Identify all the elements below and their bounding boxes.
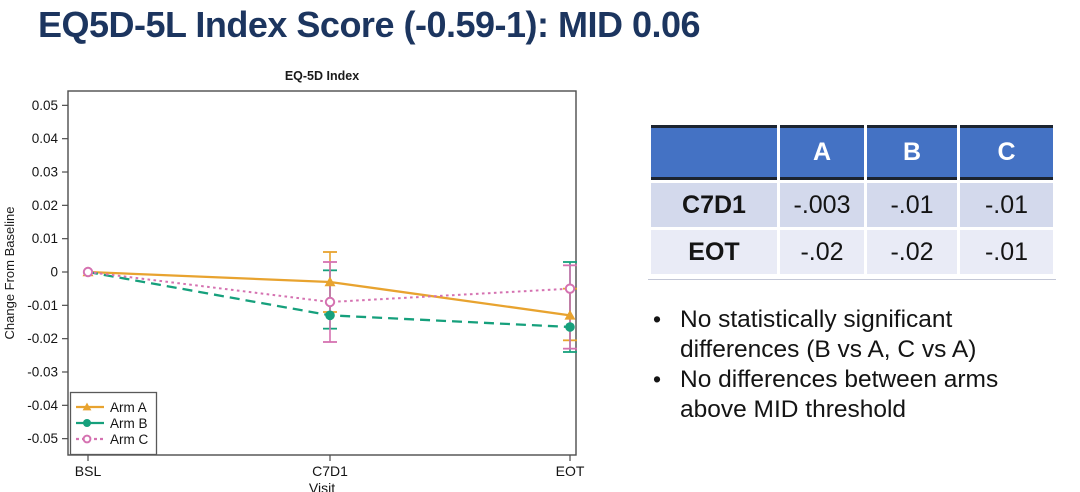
table-header-a: A xyxy=(780,125,864,180)
legend-label: Arm A xyxy=(110,400,147,415)
legend-label: Arm C xyxy=(110,432,148,447)
svg-text:-0.03: -0.03 xyxy=(27,364,58,379)
table-header-c: C xyxy=(960,125,1053,180)
legend-label: Arm B xyxy=(110,416,148,431)
error-bars-arm-a xyxy=(323,251,577,342)
table-value-cell: -.003 xyxy=(780,183,864,227)
mid-table: A B C C7D1 -.003 -.01 -.01 EOT -.02 -.02… xyxy=(648,122,1056,277)
note-item: No statistically significant differences… xyxy=(650,304,1022,365)
svg-text:EOT: EOT xyxy=(556,463,585,479)
svg-text:0.03: 0.03 xyxy=(32,165,58,180)
table-value-cell: -.02 xyxy=(867,230,957,274)
results-table: A B C C7D1 -.003 -.01 -.01 EOT -.02 -.02… xyxy=(648,122,1056,280)
table-header-b: B xyxy=(867,125,957,180)
svg-text:0.05: 0.05 xyxy=(32,98,58,113)
table-row-eot: EOT -.02 -.02 -.01 xyxy=(651,230,1053,274)
svg-text:-0.04: -0.04 xyxy=(27,398,58,413)
series-markers-arm-c xyxy=(82,266,576,308)
y-axis-ticks: 0.05 0.04 0.03 0.02 0.01 0 -0.01 -0.02 -0.03 -0.0… xyxy=(27,98,68,446)
table-row-label: EOT xyxy=(651,230,777,274)
svg-text:C7D1: C7D1 xyxy=(312,463,348,479)
note-item: No differences between arms above MID th… xyxy=(650,364,1022,425)
chart-title: EQ-5D Index xyxy=(285,69,359,83)
table-value-cell: -.01 xyxy=(960,183,1053,227)
notes-list: No statistically significant differences… xyxy=(650,304,1022,425)
error-bars-arm-c xyxy=(323,261,577,350)
svg-text:0.02: 0.02 xyxy=(32,198,58,213)
table-row-label: C7D1 xyxy=(651,183,777,227)
table-value-cell: -.02 xyxy=(780,230,864,274)
table-header-row: A B C xyxy=(651,125,1053,180)
svg-text:0.01: 0.01 xyxy=(32,231,58,246)
x-axis-ticks: BSL C7D1 EOT xyxy=(75,455,585,479)
svg-text:-0.01: -0.01 xyxy=(27,298,58,313)
y-axis-label: Change From Baseline xyxy=(2,207,17,340)
svg-text:0: 0 xyxy=(50,265,58,280)
error-bars-arm-b xyxy=(323,261,577,353)
table-row-c7d1: C7D1 -.003 -.01 -.01 xyxy=(651,183,1053,227)
plot-frame xyxy=(67,90,577,456)
svg-text:0.04: 0.04 xyxy=(32,131,59,146)
x-axis-label: Visit xyxy=(309,480,335,492)
table-value-cell: -.01 xyxy=(960,230,1053,274)
page-title: EQ5D-5L Index Score (-0.59-1): MID 0.06 xyxy=(38,4,701,45)
svg-text:-0.05: -0.05 xyxy=(27,431,58,446)
table-header-empty xyxy=(651,125,777,180)
svg-text:-0.02: -0.02 xyxy=(27,331,58,346)
table-value-cell: -.01 xyxy=(867,183,957,227)
svg-text:BSL: BSL xyxy=(75,463,102,479)
series-line-arm-c xyxy=(87,271,571,304)
